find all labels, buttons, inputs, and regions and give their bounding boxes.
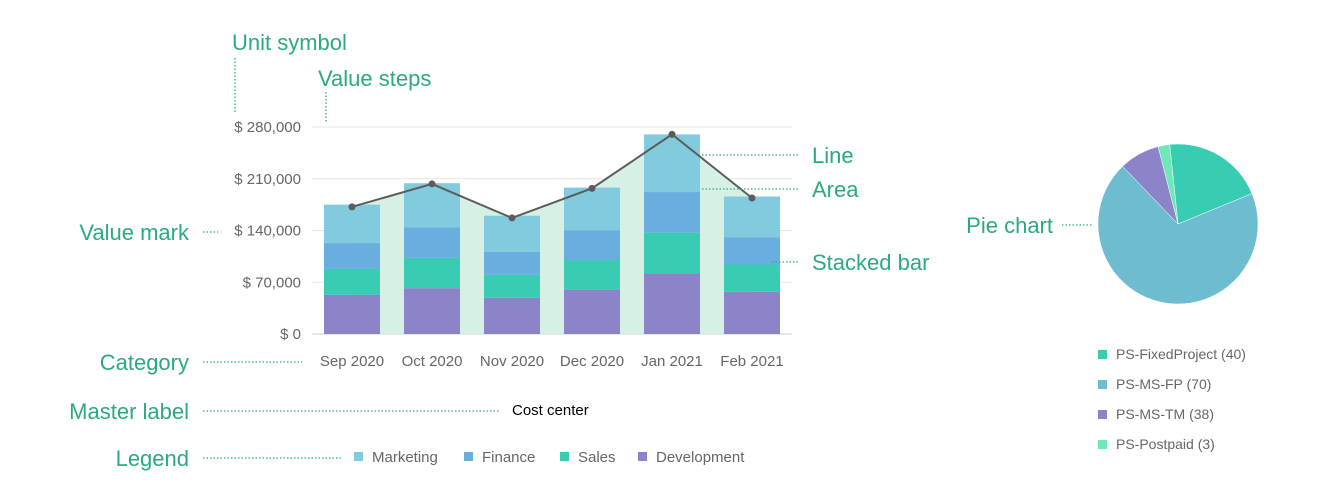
pie-legend: PS-FixedProject (40) PS-MS-FP (70) PS-MS-T… [1098, 346, 1246, 452]
pie-legend-swatch [1098, 410, 1107, 419]
legend-swatch [638, 452, 647, 461]
line-layer [348, 130, 756, 222]
pie-legend-item[interactable]: PS-Postpaid (3) [1098, 436, 1215, 452]
bar-segment-marketing[interactable] [404, 183, 460, 228]
bar-segment-finance[interactable] [724, 237, 780, 265]
bar-segment-finance[interactable] [404, 227, 460, 258]
annotation-line: Line [812, 143, 854, 168]
annotation-master-label: Master label [69, 399, 189, 424]
pie-legend-swatch [1098, 380, 1107, 389]
annotation-unit-symbol: Unit symbol [232, 30, 347, 55]
line-point[interactable] [748, 194, 756, 202]
bar-segment-sales[interactable] [484, 274, 540, 298]
bar-segment-marketing[interactable] [484, 215, 540, 252]
bar-segment-sales[interactable] [404, 257, 460, 289]
annotation-value-steps: Value steps [318, 66, 431, 91]
bar-segment-finance[interactable] [564, 230, 620, 261]
bar-segment-development[interactable] [564, 289, 620, 334]
chart-legend: Marketing Finance Sales Development [354, 449, 745, 466]
legend-label: Development [656, 449, 745, 466]
line-series [351, 133, 753, 220]
annotation-area: Area [812, 177, 859, 202]
bar-segment-development[interactable] [644, 273, 700, 334]
annotation-legend: Legend [116, 446, 189, 471]
y-axis: $ 0 $ 70,000 $ 140,000 $ 210,000 $ 280,000 [234, 119, 301, 343]
bar-segment-marketing[interactable] [644, 134, 700, 193]
bar-segment-marketing[interactable] [724, 196, 780, 238]
y-tick-label: $ 140,000 [234, 223, 301, 240]
y-tick-label: $ 280,000 [234, 119, 301, 136]
pie-legend-item[interactable]: PS-MS-TM (38) [1098, 406, 1214, 422]
x-tick-label: Jan 2021 [641, 353, 703, 370]
x-tick-label: Nov 2020 [480, 353, 544, 370]
y-tick-label: $ 210,000 [234, 171, 301, 188]
line-point[interactable] [348, 203, 356, 211]
pie-legend-swatch [1098, 350, 1107, 359]
bar-segment-marketing[interactable] [564, 187, 620, 231]
x-tick-label: Dec 2020 [560, 353, 624, 370]
bar-segment-development[interactable] [404, 288, 460, 334]
pie-legend-item[interactable]: PS-MS-FP (70) [1098, 376, 1211, 392]
bar-segment-finance[interactable] [644, 192, 700, 233]
bar-segment-finance[interactable] [324, 243, 380, 269]
legend-swatch [560, 452, 569, 461]
legend-swatch [354, 452, 363, 461]
pie-slice[interactable] [1097, 165, 1259, 305]
legend-item-development[interactable]: Development [638, 449, 745, 466]
legend-label: Finance [482, 449, 535, 466]
pie-slice[interactable] [1169, 143, 1253, 225]
x-tick-label: Feb 2021 [720, 353, 783, 370]
pie-legend-label: PS-MS-FP (70) [1116, 376, 1211, 392]
bar-segment-sales[interactable] [644, 232, 700, 274]
x-tick-label: Sep 2020 [320, 353, 384, 370]
bar-segment-sales[interactable] [564, 260, 620, 290]
annotation-category: Category [100, 350, 189, 375]
annotation-pie-chart: Pie chart [966, 213, 1053, 238]
line-point[interactable] [668, 130, 676, 138]
line-point[interactable] [428, 180, 436, 188]
y-tick-label: $ 70,000 [243, 274, 301, 291]
pie-legend-label: PS-FixedProject (40) [1116, 346, 1246, 362]
legend-swatch [464, 452, 473, 461]
legend-label: Sales [578, 449, 616, 466]
bar-segment-marketing[interactable] [324, 204, 380, 244]
bar-segment-development[interactable] [724, 291, 780, 334]
bar-segment-development[interactable] [324, 294, 380, 334]
pie-slice[interactable] [1157, 144, 1179, 225]
master-label: Cost center [512, 402, 589, 419]
line-point[interactable] [588, 184, 596, 192]
bar-segment-development[interactable] [484, 297, 540, 334]
pie-legend-item[interactable]: PS-FixedProject (40) [1098, 346, 1246, 362]
bar-layer [324, 134, 780, 334]
pie-legend-label: PS-MS-TM (38) [1116, 406, 1214, 422]
y-tick-label: $ 0 [280, 326, 301, 343]
bar-segment-sales[interactable] [724, 264, 780, 292]
annotation-stacked-bar: Stacked bar [812, 250, 929, 275]
legend-item-finance[interactable]: Finance [464, 449, 535, 466]
legend-label: Marketing [372, 449, 438, 466]
legend-item-marketing[interactable]: Marketing [354, 449, 438, 466]
annotation-value-mark: Value mark [79, 220, 190, 245]
pie-legend-label: PS-Postpaid (3) [1116, 436, 1215, 452]
bar-segment-sales[interactable] [324, 268, 380, 295]
pie-legend-swatch [1098, 440, 1107, 449]
line-point[interactable] [508, 214, 516, 222]
x-tick-label: Oct 2020 [402, 353, 463, 370]
pie-chart [1097, 143, 1259, 305]
legend-item-sales[interactable]: Sales [560, 449, 616, 466]
x-axis: Sep 2020 Oct 2020 Nov 2020 Dec 2020 Jan 2021… [320, 353, 784, 370]
bar-segment-finance[interactable] [484, 251, 540, 275]
